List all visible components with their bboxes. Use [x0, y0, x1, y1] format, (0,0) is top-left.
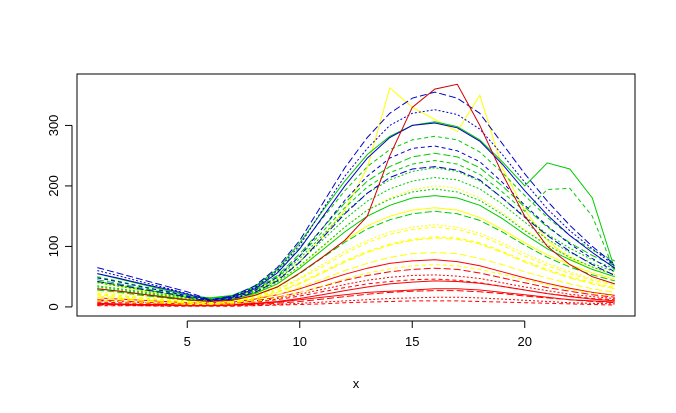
plot-frame: [76, 73, 636, 317]
series-line-11: [97, 224, 615, 303]
series-line-6: [97, 300, 615, 307]
x-tick-label: 10: [293, 334, 307, 349]
y-tick-label: 0: [46, 303, 61, 310]
x-tick-label: 20: [518, 334, 532, 349]
y-tick-label: 100: [46, 236, 61, 258]
series-line-20: [97, 152, 616, 300]
series-line-17: [97, 87, 615, 301]
series-line-30: [97, 145, 616, 302]
x-axis-title: x: [353, 376, 360, 391]
x-axis: 5 10 15 20: [184, 320, 532, 349]
series-layer: [97, 83, 616, 307]
y-tick-label: 200: [46, 175, 61, 197]
series-line-14: [97, 264, 615, 305]
y-axis: 0 100 200 300: [46, 115, 73, 311]
series-line-7: [97, 274, 615, 305]
x-tick-label: 15: [405, 334, 419, 349]
series-line-8: [97, 290, 615, 307]
series-line-31: [97, 109, 616, 301]
series-line-26: [97, 159, 616, 300]
series-line-13: [97, 207, 615, 302]
series-line-16: [97, 237, 615, 304]
x-tick-label: 5: [184, 334, 191, 349]
series-line-29: [97, 122, 616, 301]
series-line-33: [97, 83, 615, 303]
y-tick-label: 300: [46, 115, 61, 137]
series-line-27: [97, 188, 615, 301]
series-line-28: [97, 91, 616, 301]
series-line-22: [97, 135, 616, 299]
series-line-12: [97, 251, 615, 305]
series-line-10: [97, 236, 615, 304]
series-line-25: [97, 121, 616, 299]
series-line-18: [97, 226, 615, 303]
series-line-19: [97, 176, 615, 301]
series-line-5: [97, 280, 615, 306]
series-line-24: [97, 210, 615, 303]
